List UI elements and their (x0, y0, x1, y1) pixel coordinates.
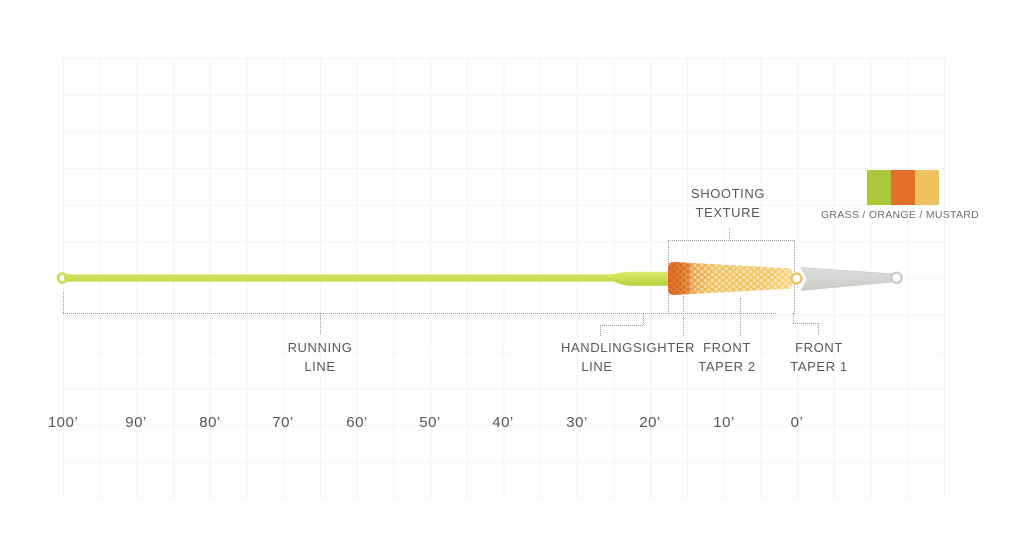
scale-tick-100: 100’ (47, 414, 79, 431)
scale-tick-60: 60’ (346, 414, 368, 431)
running-line-label: RUNNING LINE (287, 340, 353, 374)
handling-line-bracket-left (600, 325, 601, 336)
scale-tick-40: 40’ (492, 414, 514, 431)
front-taper-1-bracket-top (793, 323, 818, 324)
color-legend (867, 170, 939, 205)
scale-tick-0: 0’ (790, 414, 804, 431)
scale-tick-30: 30’ (566, 414, 588, 431)
background-grid (63, 58, 945, 499)
sighter-tick (683, 296, 684, 336)
scale-tick-50: 50’ (419, 414, 441, 431)
scale-tick-90: 90’ (125, 414, 147, 431)
front-taper-1-label: FRONT TAPER 1 (790, 340, 848, 374)
legend-swatch-mustard (915, 170, 939, 205)
legend-swatch-orange (891, 170, 915, 205)
legend-caption: GRASS / ORANGE / MUSTARD (820, 209, 980, 221)
shooting-texture-box (668, 240, 795, 314)
scale-tick-70: 70’ (272, 414, 294, 431)
handling-line-bracket-top (600, 325, 643, 326)
scale-tick-20: 20’ (639, 414, 661, 431)
line-start-tick (63, 292, 64, 313)
handling-line-label: HANDLING LINE (561, 340, 633, 374)
main-leader-line (63, 313, 776, 314)
shooting-texture-tick (729, 228, 730, 239)
shooting-texture-label: SHOOTING TEXTURE (690, 186, 766, 220)
front-taper-1-bracket-left (793, 313, 794, 323)
front-taper-2-label: FRONT TAPER 2 (698, 340, 756, 374)
running-line-tick (320, 313, 321, 334)
legend-swatch-grass (867, 170, 891, 205)
scale-tick-80: 80’ (199, 414, 221, 431)
handling-line-bracket-right (643, 313, 644, 325)
sighter-label: SIGHTER (633, 340, 695, 355)
front-taper-1-bracket-right (818, 323, 819, 334)
front-taper-2-tick (740, 298, 741, 336)
scale-tick-10: 10’ (713, 414, 735, 431)
